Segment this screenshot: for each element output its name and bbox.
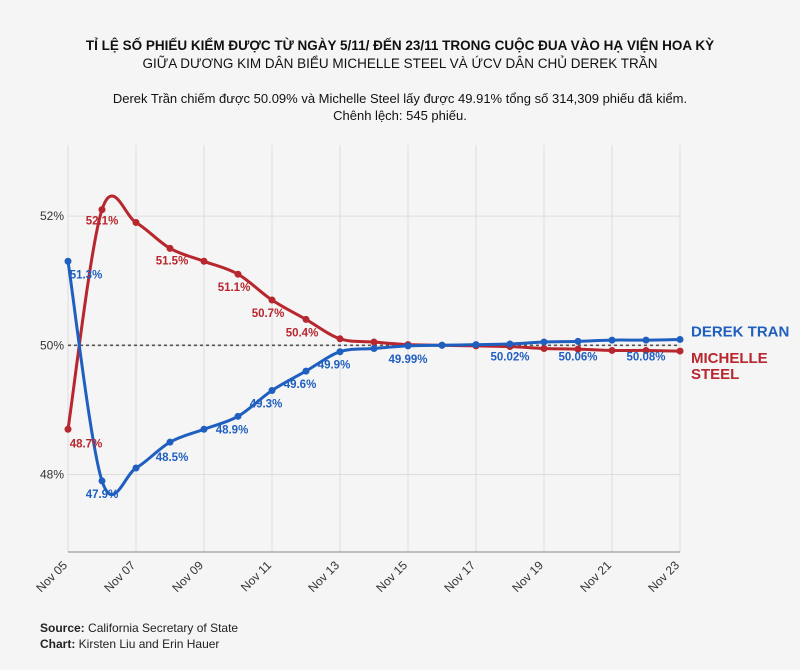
data-point-michelle-steel xyxy=(676,347,684,355)
data-label-michelle: 51.5% xyxy=(156,255,189,267)
data-label-derek: 49.6% xyxy=(284,379,317,391)
data-label-derek: 51.3% xyxy=(70,269,103,281)
data-point-michelle-steel xyxy=(370,338,378,346)
data-point-michelle-steel xyxy=(98,206,106,214)
data-point-derek-tran xyxy=(98,477,106,485)
data-point-derek-tran xyxy=(64,257,72,265)
x-tick-label: Nov 17 xyxy=(441,558,478,595)
x-tick-label: Nov 19 xyxy=(509,558,546,595)
data-label-derek: 49.9% xyxy=(318,360,351,372)
data-point-michelle-steel xyxy=(608,346,616,354)
data-point-derek-tran xyxy=(642,336,650,344)
chart-subtitle-line1: Derek Trần chiếm được 50.09% và Michelle… xyxy=(112,91,688,106)
chart-title-line1: TỈ LỆ SỐ PHIẾU KIỂM ĐƯỢC TỪ NGÀY 5/11/ Đ… xyxy=(85,38,715,53)
x-tick-label: Nov 05 xyxy=(33,558,70,595)
series-end-label-michelle-2: STEEL xyxy=(691,366,739,383)
data-point-michelle-steel xyxy=(166,244,174,252)
data-point-derek-tran xyxy=(540,338,548,346)
data-label-derek: 49.3% xyxy=(250,398,283,410)
x-tick-label: Nov 21 xyxy=(577,558,614,595)
data-label-michelle: 50.4% xyxy=(286,327,319,339)
data-point-michelle-steel xyxy=(540,345,548,352)
data-label-michelle: 48.7% xyxy=(70,438,103,450)
data-point-michelle-steel xyxy=(302,315,310,323)
data-point-derek-tran xyxy=(438,341,446,349)
data-point-derek-tran xyxy=(506,340,514,348)
source-note: Source: California Secretary of State xyxy=(40,621,238,635)
credit-note: Chart: Kirsten Liu and Erin Hauer xyxy=(40,637,219,651)
data-point-derek-tran xyxy=(336,348,344,356)
chart-title-line2: GIỮA DƯƠNG KIM DÂN BIỂU MICHELLE STEEL V… xyxy=(142,56,658,71)
source-label: Source: xyxy=(40,621,85,635)
series-end-label-derek: DEREK TRAN xyxy=(691,323,789,340)
data-point-michelle-steel xyxy=(234,270,242,278)
data-point-michelle-steel xyxy=(642,346,650,354)
data-point-michelle-steel xyxy=(336,335,344,343)
data-point-derek-tran xyxy=(574,337,582,345)
x-tick-label: Nov 15 xyxy=(373,558,410,595)
data-label-derek-late: 50.06% xyxy=(558,351,597,363)
data-point-michelle-steel xyxy=(64,425,72,433)
x-tick-label: Nov 23 xyxy=(645,558,682,595)
data-label-michelle: 51.1% xyxy=(218,282,251,294)
data-point-derek-tran xyxy=(676,335,684,343)
y-tick-label: 52% xyxy=(40,209,64,223)
data-point-derek-tran xyxy=(166,438,174,446)
x-tick-label: Nov 07 xyxy=(101,558,138,595)
y-tick-label: 48% xyxy=(40,467,64,481)
x-tick-label: Nov 13 xyxy=(305,558,342,595)
data-point-derek-tran xyxy=(200,425,208,433)
data-label-michelle: 50.7% xyxy=(252,308,285,320)
y-tick-label: 50% xyxy=(40,338,64,352)
data-point-michelle-steel xyxy=(200,257,208,265)
credit-label: Chart: xyxy=(40,637,76,651)
data-point-michelle-steel xyxy=(132,219,140,227)
credit-value: Kirsten Liu and Erin Hauer xyxy=(75,637,220,651)
source-value: California Secretary of State xyxy=(84,621,239,635)
data-label-derek-late: 50.08% xyxy=(626,351,665,363)
data-label-derek-late: 50.02% xyxy=(490,351,529,363)
series-end-label-michelle-1: MICHELLE xyxy=(691,350,768,367)
data-point-derek-tran xyxy=(608,336,616,344)
data-label-derek: 48.9% xyxy=(216,424,249,436)
x-tick-label: Nov 09 xyxy=(169,558,206,595)
series-line-michelle-steel xyxy=(66,194,681,430)
data-point-derek-tran xyxy=(404,342,412,350)
data-point-derek-tran xyxy=(302,367,310,375)
data-point-michelle-steel xyxy=(268,296,276,304)
data-label-michelle: 52.1% xyxy=(86,216,119,228)
data-point-michelle-steel xyxy=(574,345,582,353)
data-point-derek-tran xyxy=(234,412,242,420)
data-point-derek-tran xyxy=(268,386,276,394)
x-tick-label: Nov 11 xyxy=(238,558,274,594)
data-label-derek: 48.5% xyxy=(156,452,189,464)
data-point-derek-tran xyxy=(472,341,480,349)
chart-subtitle-line2: Chênh lệch: 545 phiếu. xyxy=(333,108,467,123)
data-label-derek: 49.99% xyxy=(388,354,427,366)
data-point-derek-tran xyxy=(370,345,378,352)
data-point-derek-tran xyxy=(132,464,140,472)
data-label-derek: 47.9% xyxy=(86,489,119,501)
